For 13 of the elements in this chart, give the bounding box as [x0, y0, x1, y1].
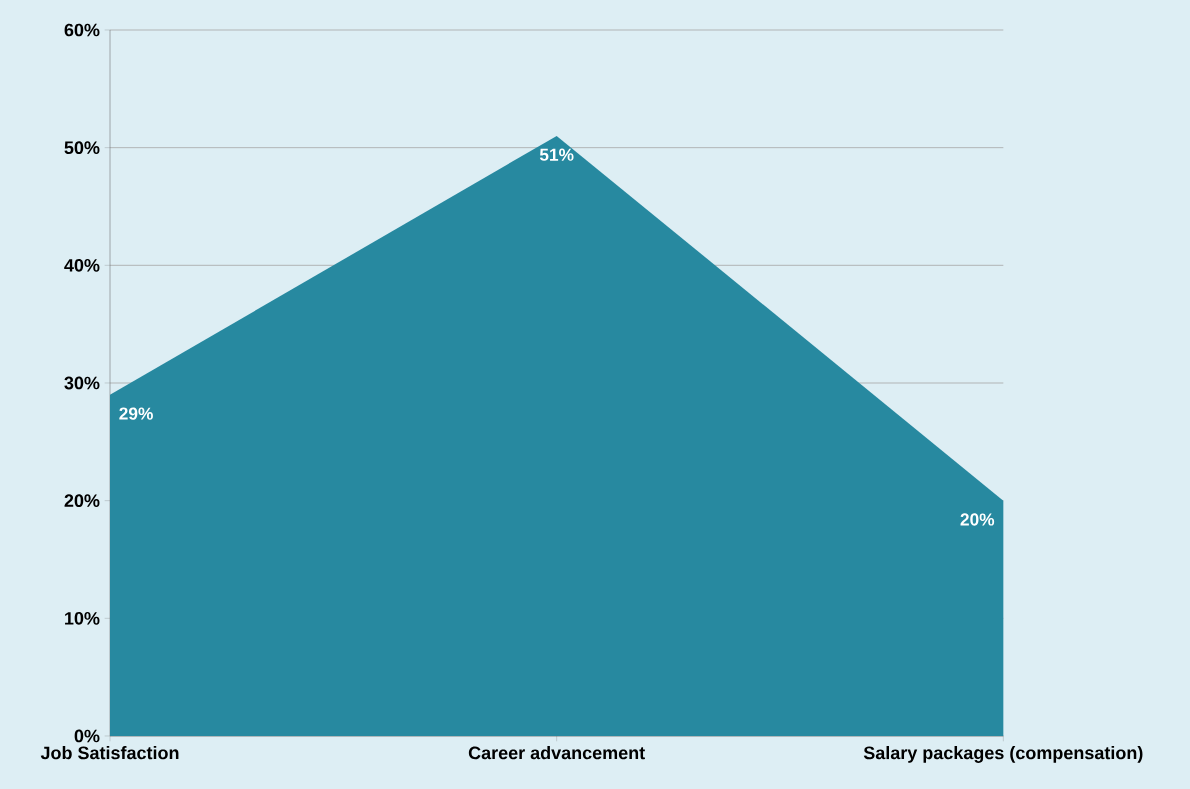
- y-tick-label: 0%: [74, 729, 100, 743]
- data-label: 20%: [960, 513, 995, 526]
- data-label: 29%: [119, 407, 153, 420]
- y-tick-label: 30%: [64, 376, 100, 390]
- y-tick-label: 10%: [65, 611, 100, 625]
- y-tick-label: 20%: [64, 494, 100, 508]
- y-tick-label: 60%: [64, 23, 100, 37]
- y-tick-label: 50%: [64, 141, 100, 155]
- x-tick-label: Salary packages (compensation): [863, 746, 1143, 763]
- x-tick-label: Career advancement: [468, 746, 645, 760]
- data-label: 51%: [539, 148, 574, 161]
- x-tick-label: Job Satisfaction: [40, 746, 179, 760]
- y-tick-label: 40%: [64, 258, 100, 272]
